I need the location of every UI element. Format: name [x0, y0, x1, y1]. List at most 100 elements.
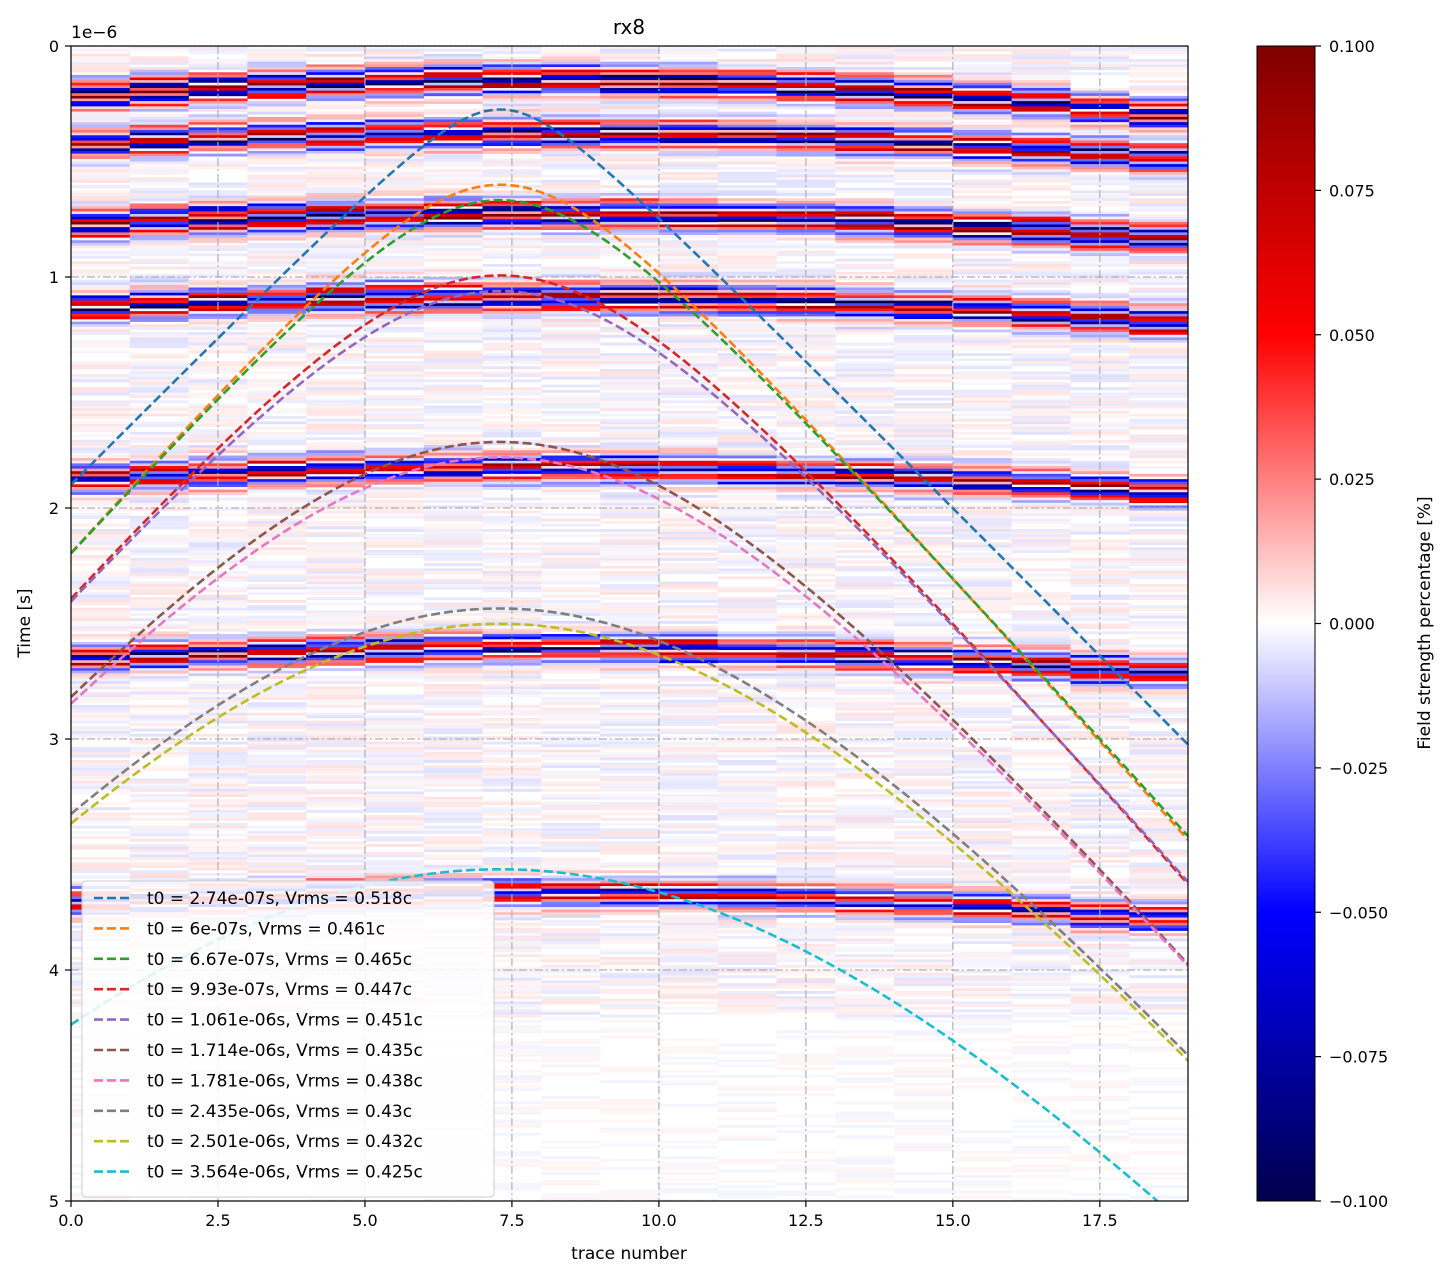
heatmap-cell	[482, 214, 542, 217]
heatmap-cell	[423, 571, 483, 574]
heatmap-cell	[894, 1148, 954, 1152]
heatmap-cell	[129, 445, 189, 448]
heatmap-cell	[541, 211, 601, 215]
heatmap-cell	[247, 878, 307, 882]
heatmap-cell	[894, 93, 954, 97]
heatmap-cell	[247, 326, 307, 330]
heatmap-cell	[129, 599, 189, 603]
heatmap-cell	[541, 1106, 601, 1110]
heatmap-cell	[306, 193, 366, 196]
heatmap-cell	[71, 557, 131, 561]
heatmap-cell	[894, 1006, 954, 1010]
heatmap-cell	[717, 1059, 777, 1063]
heatmap-cell	[306, 382, 366, 385]
heatmap-cell	[658, 809, 718, 813]
heatmap-cell	[71, 513, 131, 517]
heatmap-cell	[541, 366, 601, 370]
heatmap-cell	[129, 460, 189, 464]
heatmap-cell	[894, 182, 954, 186]
heatmap-cell	[658, 636, 718, 640]
heatmap-cell	[835, 917, 895, 921]
heatmap-cell	[658, 258, 718, 262]
heatmap-cell	[188, 245, 248, 249]
heatmap-cell	[835, 53, 895, 57]
heatmap-cell	[364, 95, 425, 99]
heatmap-cell	[306, 749, 366, 753]
heatmap-cell	[894, 300, 954, 304]
heatmap-cell	[835, 880, 895, 884]
heatmap-cell	[600, 660, 660, 664]
heatmap-cell	[835, 98, 895, 102]
heatmap-cell	[306, 736, 366, 740]
heatmap-cell	[423, 161, 483, 165]
heatmap-cell	[188, 741, 248, 745]
heatmap-cell	[541, 143, 601, 147]
heatmap-cell	[894, 584, 954, 588]
heatmap-cell	[129, 857, 189, 861]
heatmap-cell	[306, 311, 366, 315]
heatmap-cell	[835, 471, 895, 475]
heatmap-cell	[71, 712, 131, 716]
heatmap-cell	[835, 691, 895, 695]
heatmap-cell	[717, 424, 777, 427]
heatmap-cell	[541, 586, 601, 590]
heatmap-cell	[541, 641, 601, 645]
heatmap-cell	[835, 303, 895, 307]
heatmap-cell	[247, 662, 307, 666]
heatmap-cell	[835, 628, 895, 632]
heatmap-cell	[129, 781, 189, 784]
heatmap-cell	[71, 313, 131, 317]
heatmap-cell	[129, 521, 189, 525]
heatmap-cell	[188, 571, 248, 574]
heatmap-cell	[129, 589, 189, 593]
heatmap-cell	[423, 332, 483, 336]
heatmap-cell	[541, 886, 601, 889]
heatmap-cell	[247, 807, 307, 811]
heatmap-cell	[423, 326, 483, 330]
heatmap-cell	[600, 728, 660, 732]
heatmap-cell	[247, 389, 307, 393]
heatmap-cell	[482, 311, 542, 315]
heatmap-cell	[364, 397, 425, 401]
heatmap-cell	[717, 1195, 777, 1199]
heatmap-cell	[541, 1193, 601, 1197]
heatmap-cell	[306, 492, 366, 496]
heatmap-cell	[306, 216, 366, 220]
heatmap-cell	[658, 1006, 718, 1010]
heatmap-cell	[364, 153, 425, 157]
heatmap-cell	[306, 148, 366, 152]
heatmap-cell	[71, 613, 131, 616]
heatmap-cell	[306, 392, 366, 396]
heatmap-cell	[129, 778, 189, 782]
heatmap-cell	[423, 135, 483, 139]
heatmap-cell	[600, 888, 660, 892]
heatmap-cell	[364, 67, 425, 70]
heatmap-cell	[541, 550, 601, 553]
heatmap-cell	[364, 416, 425, 420]
heatmap-cell	[71, 862, 131, 866]
heatmap-cell	[129, 88, 189, 91]
heatmap-cell	[364, 744, 425, 748]
heatmap-cell	[541, 807, 601, 811]
heatmap-cell	[188, 137, 248, 141]
heatmap-cell	[717, 888, 777, 892]
heatmap-cell	[894, 1059, 954, 1063]
heatmap-cell	[541, 563, 601, 567]
heatmap-cell	[541, 200, 601, 204]
heatmap-cell	[600, 164, 660, 168]
heatmap-cell	[717, 332, 777, 336]
heatmap-cell	[541, 282, 601, 286]
heatmap-cell	[364, 479, 425, 483]
heatmap-cell	[423, 728, 483, 732]
heatmap-cell	[306, 334, 366, 338]
heatmap-cell	[894, 754, 954, 758]
heatmap-cell	[835, 122, 895, 126]
heatmap-cell	[482, 571, 542, 574]
heatmap-cell	[364, 337, 425, 341]
heatmap-cell	[306, 552, 366, 556]
heatmap-cell	[541, 613, 601, 616]
heatmap-cell	[600, 691, 660, 695]
heatmap-cell	[658, 893, 718, 897]
heatmap-cell	[894, 518, 954, 522]
heatmap-cell	[541, 439, 601, 443]
